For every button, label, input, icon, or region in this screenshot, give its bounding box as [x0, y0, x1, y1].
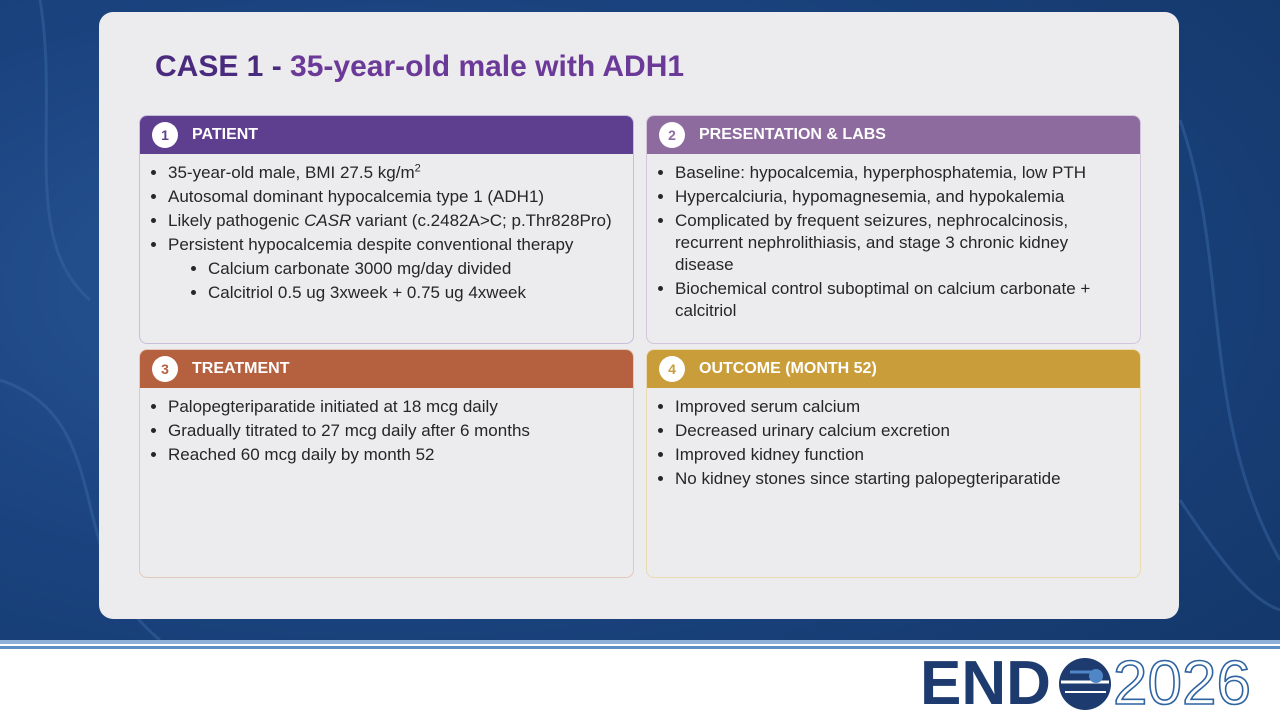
- panel-header: 2 PRESENTATION & LABS: [647, 116, 1140, 154]
- bullet-item: Autosomal dominant hypocalcemia type 1 (…: [168, 186, 623, 208]
- text-run: Persistent hypocalcemia despite conventi…: [168, 235, 574, 254]
- panel-heading: OUTCOME (MONTH 52): [699, 360, 877, 377]
- text-run: variant (c.2482A>C; p.Thr828Pro): [351, 211, 612, 230]
- bullet-item: No kidney stones since starting palopegt…: [675, 468, 1130, 490]
- text-run: Hypercalciuria, hypomagnesemia, and hypo…: [675, 187, 1065, 206]
- bullet-item: Baseline: hypocalcemia, hyperphosphatemi…: [675, 162, 1130, 184]
- bullet-item: Calcium carbonate 3000 mg/day divided: [208, 258, 623, 280]
- bullet-item: Persistent hypocalcemia despite conventi…: [168, 234, 623, 256]
- panel-header: 4 OUTCOME (MONTH 52): [647, 350, 1140, 388]
- logo-word: END: [920, 652, 1051, 716]
- bullet-item: Biochemical control suboptimal on calciu…: [675, 278, 1130, 322]
- bullet-list: Improved serum calcium Decreased urinary …: [647, 396, 1140, 490]
- panel: 1 PATIENT 35-year-old male, BMI 27.5 kg/m2…: [139, 115, 634, 344]
- text-run: Calcium carbonate 3000 mg/day divided: [208, 259, 512, 278]
- panel: 2 PRESENTATION & LABS Baseline: hypocalcem…: [646, 115, 1141, 344]
- text-run: Biochemical control suboptimal on calciu…: [675, 279, 1091, 320]
- text-run: Reached 60 mcg daily by month 52: [168, 445, 435, 464]
- slide-title: CASE 1 - 35-year-old male with ADH1: [155, 50, 684, 84]
- panel: 3 TREATMENT Palopegteriparatide initiated …: [139, 349, 634, 578]
- text-run: Baseline: hypocalcemia, hyperphosphatemi…: [675, 163, 1087, 182]
- text-run: Improved kidney function: [675, 445, 864, 464]
- panel-heading: PATIENT: [192, 126, 259, 143]
- bullet-item: Calcitriol 0.5 ug 3xweek + 0.75 ug 4xwee…: [208, 282, 623, 304]
- logo: END 2026: [920, 652, 1252, 716]
- logo-year: 2026: [1113, 652, 1251, 716]
- bullet-item: Improved kidney function: [675, 444, 1130, 466]
- bullet-item: 35-year-old male, BMI 27.5 kg/m2: [168, 162, 623, 184]
- text-run: Improved serum calcium: [675, 397, 861, 416]
- panel-number: 2: [659, 122, 685, 148]
- bullet-item: Gradually titrated to 27 mcg daily after…: [168, 420, 623, 442]
- panel-number: 1: [152, 122, 178, 148]
- title-text: 35-year-old male with ADH1: [290, 50, 685, 83]
- bullet-item: Improved serum calcium: [675, 396, 1130, 418]
- bullet-list: Baseline: hypocalcemia, hyperphosphatemi…: [647, 162, 1140, 322]
- text-run: Palopegteriparatide initiated at 18 mcg …: [168, 397, 498, 416]
- title-case: CASE 1 -: [155, 50, 282, 83]
- text-run: Gradually titrated to 27 mcg daily after…: [168, 421, 530, 440]
- panel-header: 3 TREATMENT: [140, 350, 633, 388]
- bullet-item: Decreased urinary calcium excretion: [675, 420, 1130, 442]
- text-run: CASR: [304, 211, 352, 230]
- bullet-item: Likely pathogenic CASR variant (c.2482A>…: [168, 210, 623, 232]
- panel-number: 4: [659, 356, 685, 382]
- bullet-item: Hypercalciuria, hypomagnesemia, and hypo…: [675, 186, 1130, 208]
- text-run: Decreased urinary calcium excretion: [675, 421, 950, 440]
- bullet-item: Palopegteriparatide initiated at 18 mcg …: [168, 396, 623, 418]
- text-run: 35-year-old male, BMI 27.5 kg/m: [168, 163, 415, 182]
- bullet-item: Reached 60 mcg daily by month 52: [168, 444, 623, 466]
- panel-heading: TREATMENT: [192, 360, 290, 377]
- panel-header: 1 PATIENT: [140, 116, 633, 154]
- text-run: Calcitriol 0.5 ug 3xweek + 0.75 ug 4xwee…: [208, 283, 526, 302]
- text-run: 2: [414, 162, 421, 175]
- text-run: Likely pathogenic: [168, 211, 305, 230]
- bullet-item: Complicated by frequent seizures, nephro…: [675, 210, 1130, 276]
- logo-globe: [1059, 658, 1111, 710]
- panel-number: 3: [152, 356, 178, 382]
- text-run: No kidney stones since starting palopegt…: [675, 469, 1061, 488]
- bullet-list: Palopegteriparatide initiated at 18 mcg …: [140, 396, 633, 466]
- text-run: Complicated by frequent seizures, nephro…: [675, 211, 1069, 274]
- text-run: Autosomal dominant hypocalcemia type 1 (…: [168, 187, 545, 206]
- panel-heading: PRESENTATION & LABS: [699, 126, 886, 143]
- bullet-list: 35-year-old male, BMI 27.5 kg/m2 Autosoma…: [140, 162, 633, 304]
- panel: 4 OUTCOME (MONTH 52) Improved serum calciu…: [646, 349, 1141, 578]
